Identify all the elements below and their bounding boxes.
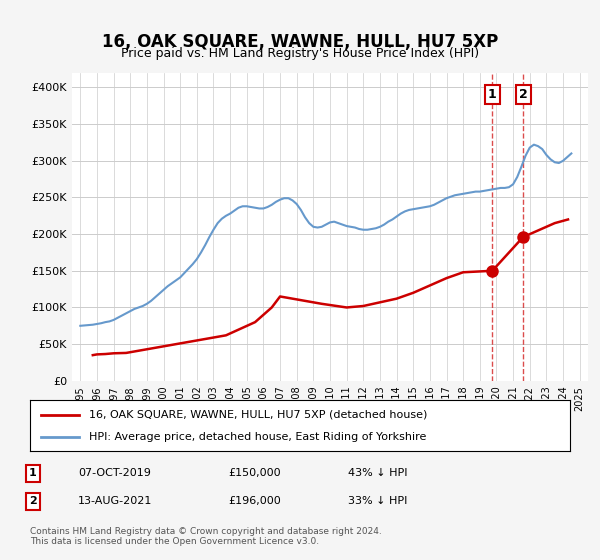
Text: 1: 1 — [488, 88, 497, 101]
Text: HPI: Average price, detached house, East Riding of Yorkshire: HPI: Average price, detached house, East… — [89, 432, 427, 442]
Text: 16, OAK SQUARE, WAWNE, HULL, HU7 5XP: 16, OAK SQUARE, WAWNE, HULL, HU7 5XP — [102, 33, 498, 51]
Text: £196,000: £196,000 — [228, 496, 281, 506]
Text: 16, OAK SQUARE, WAWNE, HULL, HU7 5XP (detached house): 16, OAK SQUARE, WAWNE, HULL, HU7 5XP (de… — [89, 409, 428, 419]
Text: Price paid vs. HM Land Registry's House Price Index (HPI): Price paid vs. HM Land Registry's House … — [121, 46, 479, 60]
Text: 33% ↓ HPI: 33% ↓ HPI — [348, 496, 407, 506]
Text: 1: 1 — [29, 468, 37, 478]
Text: £150,000: £150,000 — [228, 468, 281, 478]
Text: 43% ↓ HPI: 43% ↓ HPI — [348, 468, 407, 478]
Text: 2: 2 — [519, 88, 527, 101]
Text: 13-AUG-2021: 13-AUG-2021 — [78, 496, 152, 506]
Text: 07-OCT-2019: 07-OCT-2019 — [78, 468, 151, 478]
Text: Contains HM Land Registry data © Crown copyright and database right 2024.
This d: Contains HM Land Registry data © Crown c… — [30, 526, 382, 546]
Text: 2: 2 — [29, 496, 37, 506]
